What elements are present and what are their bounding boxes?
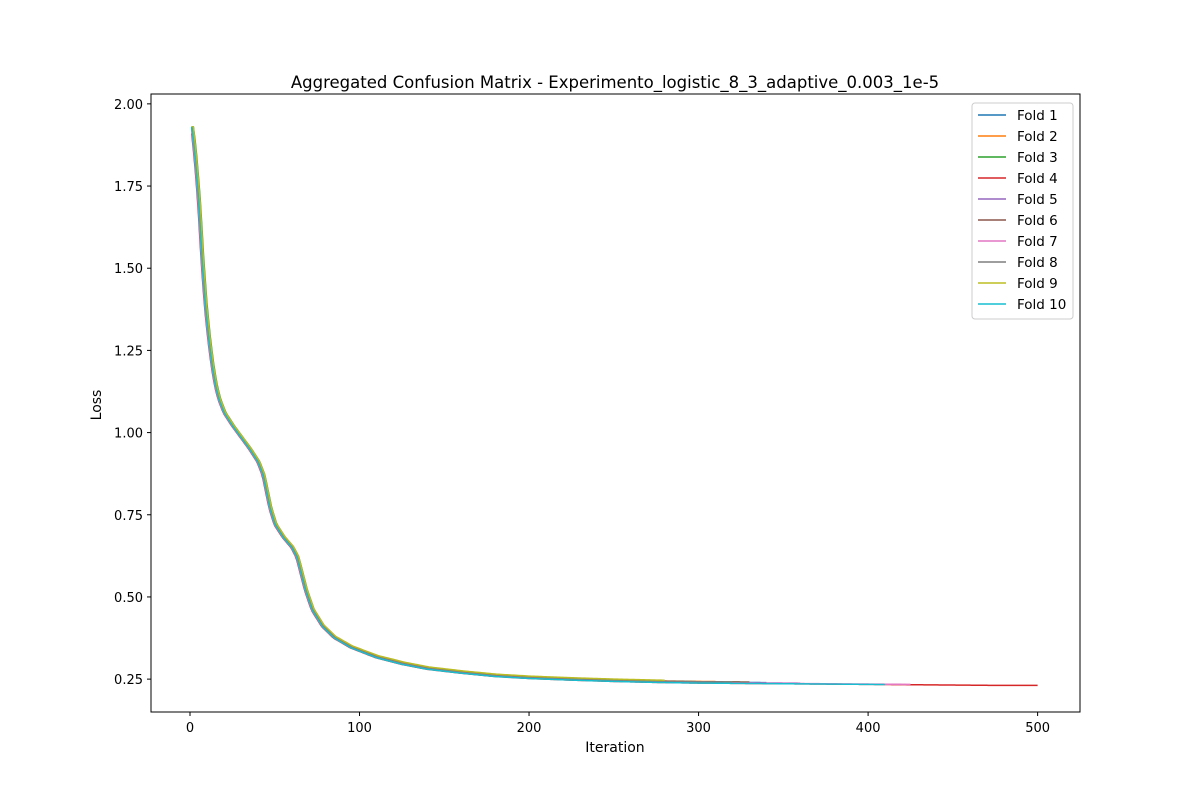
y-tick-label: 0.25 — [114, 673, 143, 688]
legend-label: Fold 2 — [1017, 129, 1058, 145]
x-tick-label: 0 — [186, 721, 194, 736]
legend-label: Fold 7 — [1017, 234, 1058, 250]
legend-label: Fold 9 — [1017, 276, 1058, 292]
legend-label: Fold 1 — [1017, 108, 1058, 124]
x-tick-label: 500 — [1025, 721, 1050, 736]
y-tick-label: 1.25 — [114, 344, 143, 359]
y-axis: 0.25 0.50 0.75 1.00 1.25 1.50 1.75 2.00 — [114, 98, 151, 688]
x-tick-label: 100 — [347, 721, 372, 736]
y-tick-label: 0.50 — [114, 591, 143, 606]
series-line-fold-8 — [190, 126, 733, 683]
chart-title: Aggregated Confusion Matrix - Experiment… — [291, 73, 939, 93]
x-tick-label: 200 — [517, 721, 542, 736]
y-axis-label: Loss — [89, 390, 105, 421]
plot-lines — [190, 126, 1038, 687]
series-line-fold-9 — [191, 126, 665, 681]
legend-label: Fold 3 — [1017, 150, 1058, 166]
x-tick-label: 400 — [856, 721, 881, 736]
x-tick-label: 300 — [686, 721, 711, 736]
x-axis: 0 100 200 300 400 500 — [186, 712, 1050, 736]
y-tick-label: 1.00 — [114, 427, 143, 442]
plot-frame — [150, 93, 1081, 713]
y-tick-label: 1.75 — [114, 180, 143, 195]
x-axis-label: Iteration — [585, 740, 644, 756]
legend-label: Fold 6 — [1017, 213, 1058, 229]
legend-label: Fold 10 — [1017, 297, 1066, 313]
y-tick-label: 1.50 — [114, 262, 143, 277]
series-line-fold-10 — [190, 126, 886, 686]
legend-label: Fold 5 — [1017, 192, 1058, 208]
legend-label: Fold 4 — [1017, 171, 1058, 187]
legend: Fold 1 Fold 2 Fold 3 Fold 4 Fold 5 Fold 6 Fold… — [971, 102, 1074, 320]
y-tick-label: 2.00 — [114, 98, 143, 113]
y-tick-label: 0.75 — [114, 509, 143, 524]
legend-label: Fold 8 — [1017, 255, 1058, 271]
